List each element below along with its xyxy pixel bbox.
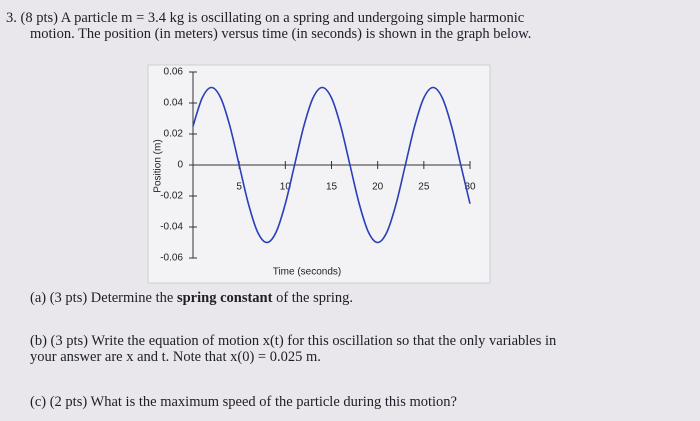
curve [192,86,471,244]
x-axis-label: Time (seconds) [273,267,342,278]
x-tick-label: 25 [418,182,430,193]
x-tick-label: 10 [280,182,292,193]
y-tick-label: -0.02 [160,191,183,202]
y-tick-label: 0.04 [164,98,184,109]
part-a: (a) (3 pts) Determine the spring constan… [30,290,353,306]
bold-text: spring constant [177,290,273,306]
y-tick-label: -0.04 [160,222,183,233]
y-tick-label: 0.02 [164,129,184,140]
x-tick-label: 15 [326,182,338,193]
y-tick-label: -0.06 [160,253,183,264]
text: of the spring. [272,290,353,306]
text: (a) (3 pts) Determine the [30,290,177,306]
chart-frame [147,64,491,284]
part-c: (c) (2 pts) What is the maximum speed of… [30,394,457,410]
x-tick-label: 30 [464,182,476,193]
part-b-line: (b) (3 pts) Write the equation of motion… [30,333,557,349]
y-tick-label: 0 [177,160,183,171]
chart: 0.06 0.04 0.02 0 -0.02 -0.04 -0.06 5 10 15 20 25 30 T… [153,67,476,278]
x-tick-label: 5 [236,182,242,193]
problem-line: 3. (8 pts) A particle m = 3.4 kg is osci… [6,10,524,26]
x-tick-label: 20 [372,182,384,193]
problem-line: motion. The position (in meters) versus … [30,26,531,42]
y-tick-label: 0.06 [164,67,184,78]
part-b-line: your answer are x and t. Note that x(0) … [30,349,321,365]
y-axis-label: Position (m) [153,139,164,192]
